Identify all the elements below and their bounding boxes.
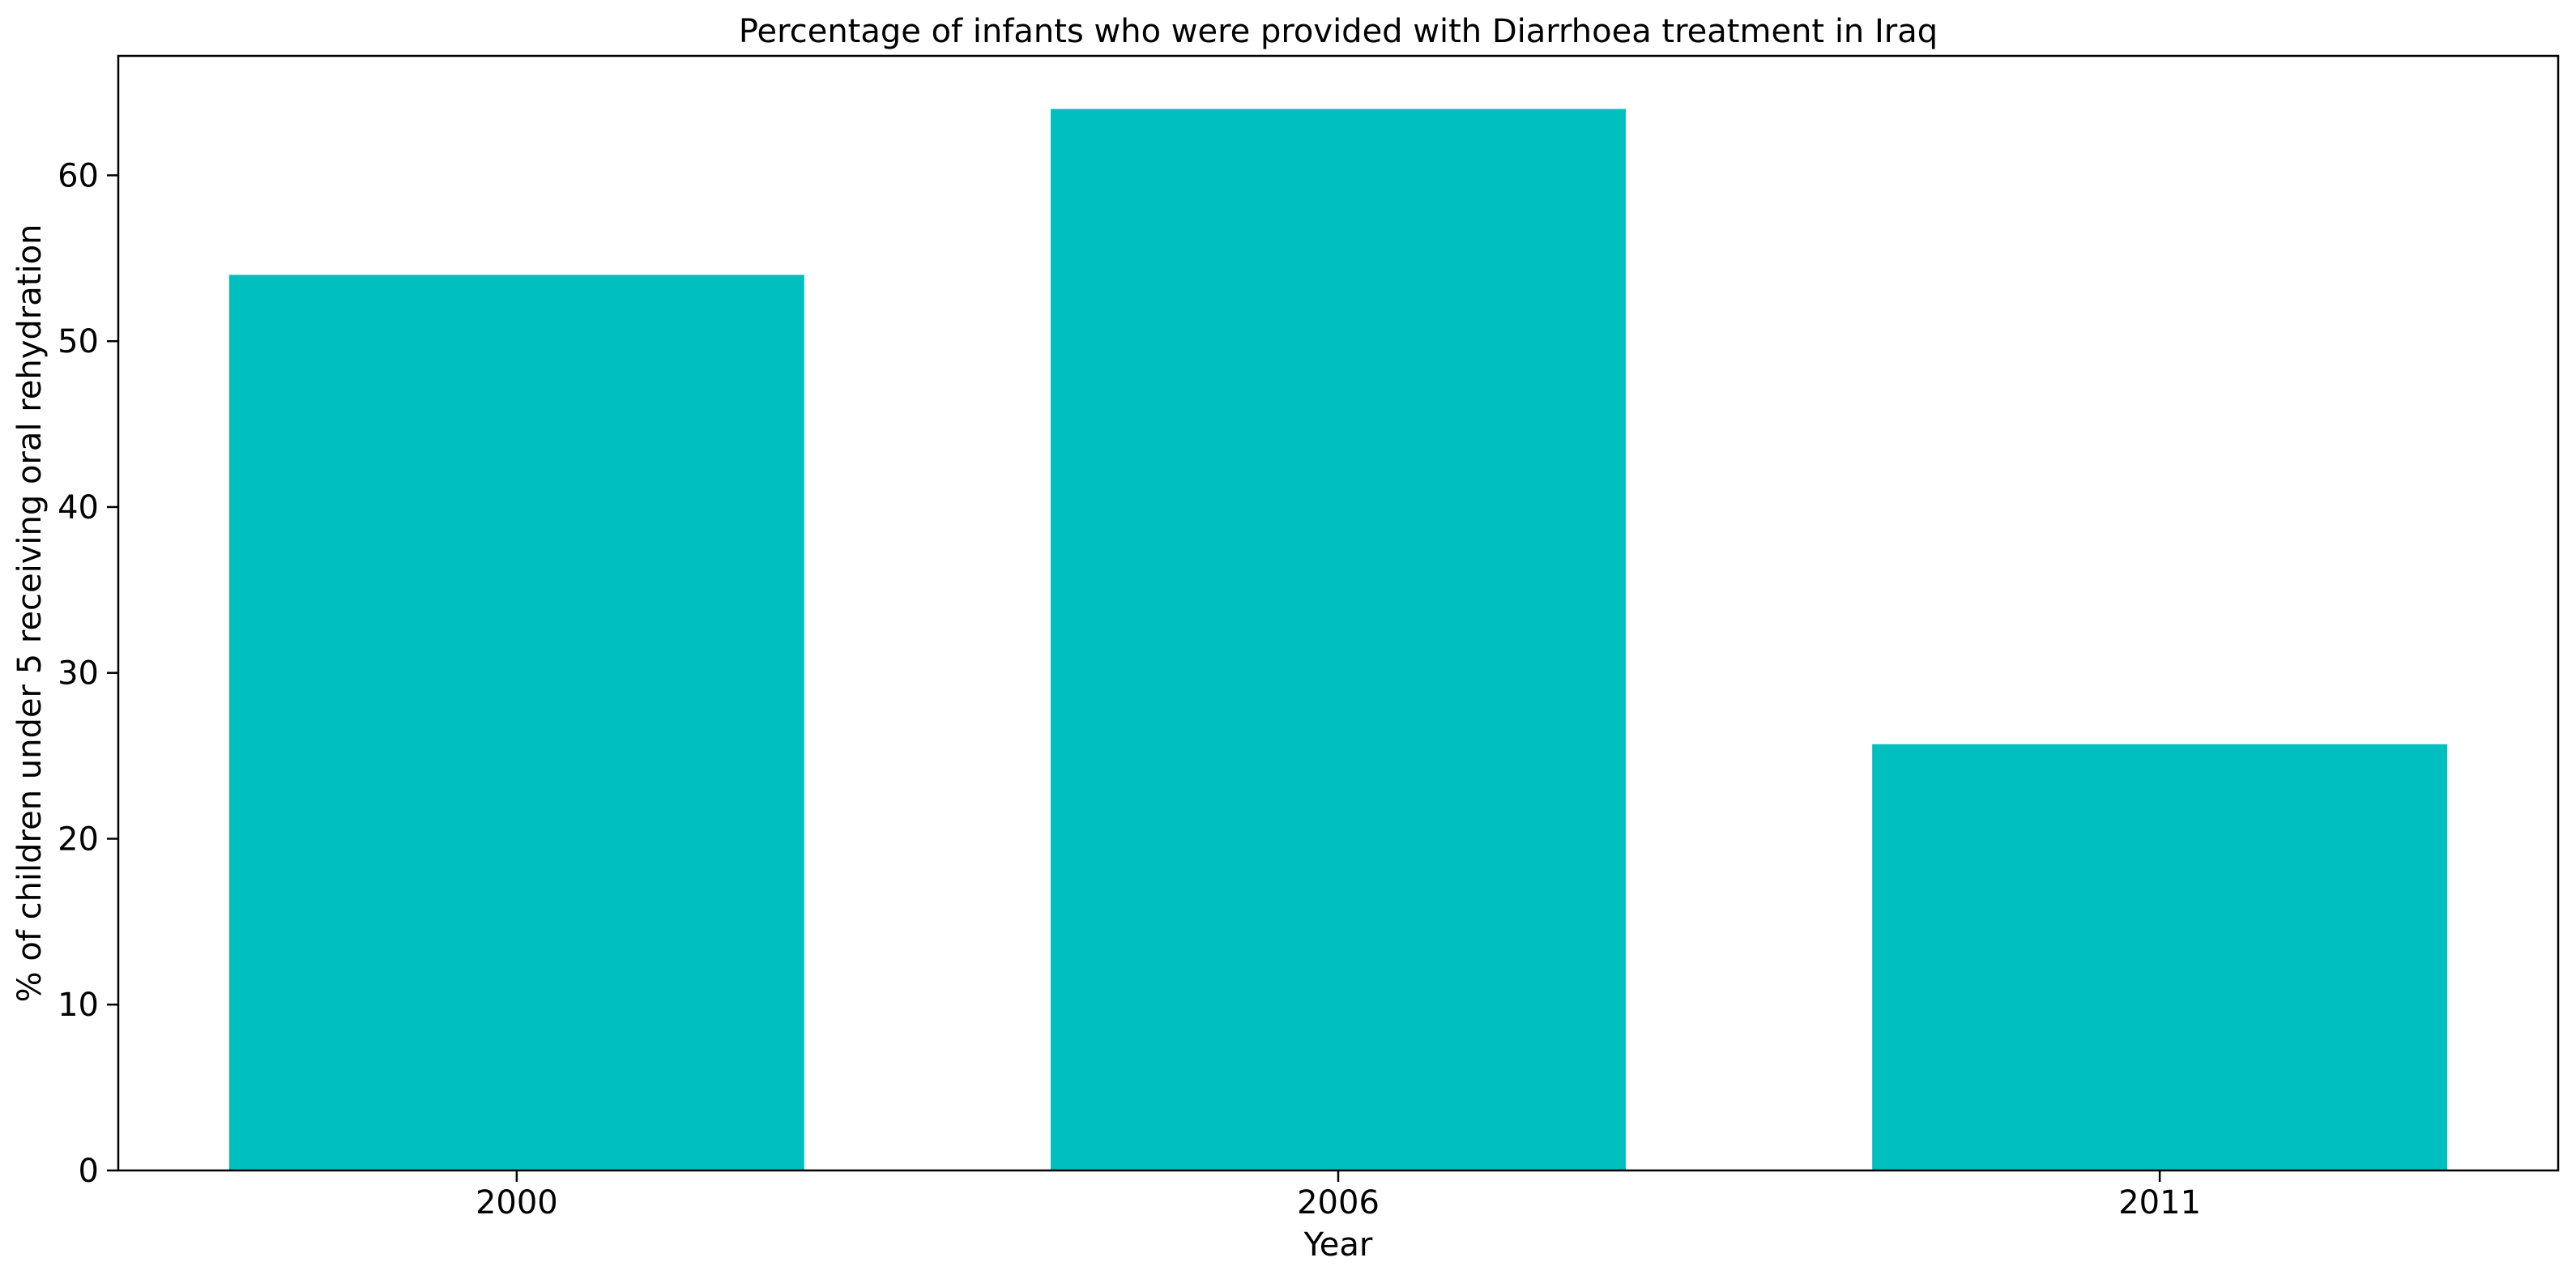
x-tick-label: 2011 (2118, 1184, 2201, 1221)
y-axis-ticks: 0 10 20 30 40 50 60 (58, 157, 118, 1190)
y-tick-label: 20 (58, 821, 99, 858)
bar-2011 (1872, 744, 2448, 1170)
y-tick-label: 30 (58, 655, 99, 693)
y-tick-label: 0 (79, 1153, 99, 1190)
x-tick-label: 2000 (476, 1184, 558, 1221)
y-tick-label: 40 (58, 489, 99, 527)
y-tick-label: 50 (58, 323, 99, 360)
x-axis-label: Year (1303, 1226, 1373, 1264)
y-tick-label: 60 (58, 157, 99, 194)
chart-title: Percentage of infants who were provided … (739, 13, 1938, 50)
y-tick-label: 10 (58, 987, 99, 1024)
bars-layer (228, 109, 2448, 1171)
bar-2000 (228, 275, 804, 1171)
bar-2006 (1051, 109, 1626, 1170)
x-tick-label: 2006 (1297, 1184, 1380, 1221)
plot-frame (117, 54, 2560, 1172)
y-axis-label: % of children under 5 receiving oral reh… (11, 224, 49, 1003)
x-axis-ticks: 2000 2006 2011 (476, 1170, 2201, 1221)
